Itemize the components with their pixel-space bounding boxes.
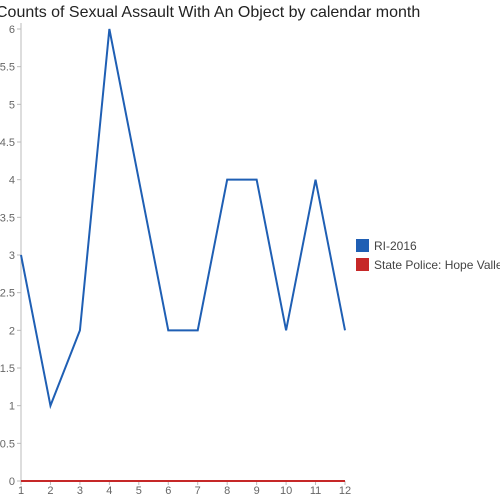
y-tick-label: 4 (9, 175, 15, 187)
legend-swatch (356, 258, 369, 271)
x-tick-label: 5 (136, 485, 142, 497)
legend-label: RI-2016 (374, 239, 417, 253)
y-tick-label: 3.5 (0, 212, 15, 224)
x-tick-label: 11 (310, 485, 321, 497)
y-tick-label: 4.5 (0, 137, 15, 149)
x-tick-label: 1 (18, 485, 24, 497)
y-tick-label: 0 (9, 476, 15, 488)
y-tick-label: 3 (9, 250, 15, 262)
x-tick-label: 9 (254, 485, 260, 497)
x-tick-label: 2 (47, 485, 53, 497)
x-tick-label: 3 (77, 485, 83, 497)
x-tick-label: 7 (195, 485, 201, 497)
y-tick-label: 2.5 (0, 288, 15, 300)
legend-label: State Police: Hope Valley (374, 258, 500, 272)
x-tick-labels: 1 2 3 4 5 6 7 8 9 10 11 12 (18, 481, 351, 497)
y-tick-label: 6 (9, 24, 15, 36)
legend: RI-2016 State Police: Hope Valley (356, 239, 500, 272)
chart-title: Counts of Sexual Assault With An Object … (0, 4, 420, 21)
x-tick-label: 8 (224, 485, 230, 497)
y-tick-label: 5 (9, 99, 15, 111)
x-tick-label: 10 (280, 485, 292, 497)
y-tick-label: 2 (9, 325, 15, 337)
axes (20, 23, 345, 482)
y-tick-label: 0.5 (0, 438, 15, 450)
x-tick-label: 12 (339, 485, 351, 497)
y-tick-label: 1 (9, 401, 15, 413)
x-tick-label: 4 (106, 485, 112, 497)
legend-swatch (356, 239, 369, 252)
y-tick-labels: 0 0.5 1 1.5 2 2.5 3 3.5 4 4.5 5 5.5 6 (0, 24, 21, 488)
y-tick-label: 1.5 (0, 363, 15, 375)
series-lines (20, 28, 346, 482)
x-tick-label: 6 (165, 485, 171, 497)
y-tick-label: 5.5 (0, 62, 15, 74)
series-line-ri-2016 (20, 28, 346, 410)
